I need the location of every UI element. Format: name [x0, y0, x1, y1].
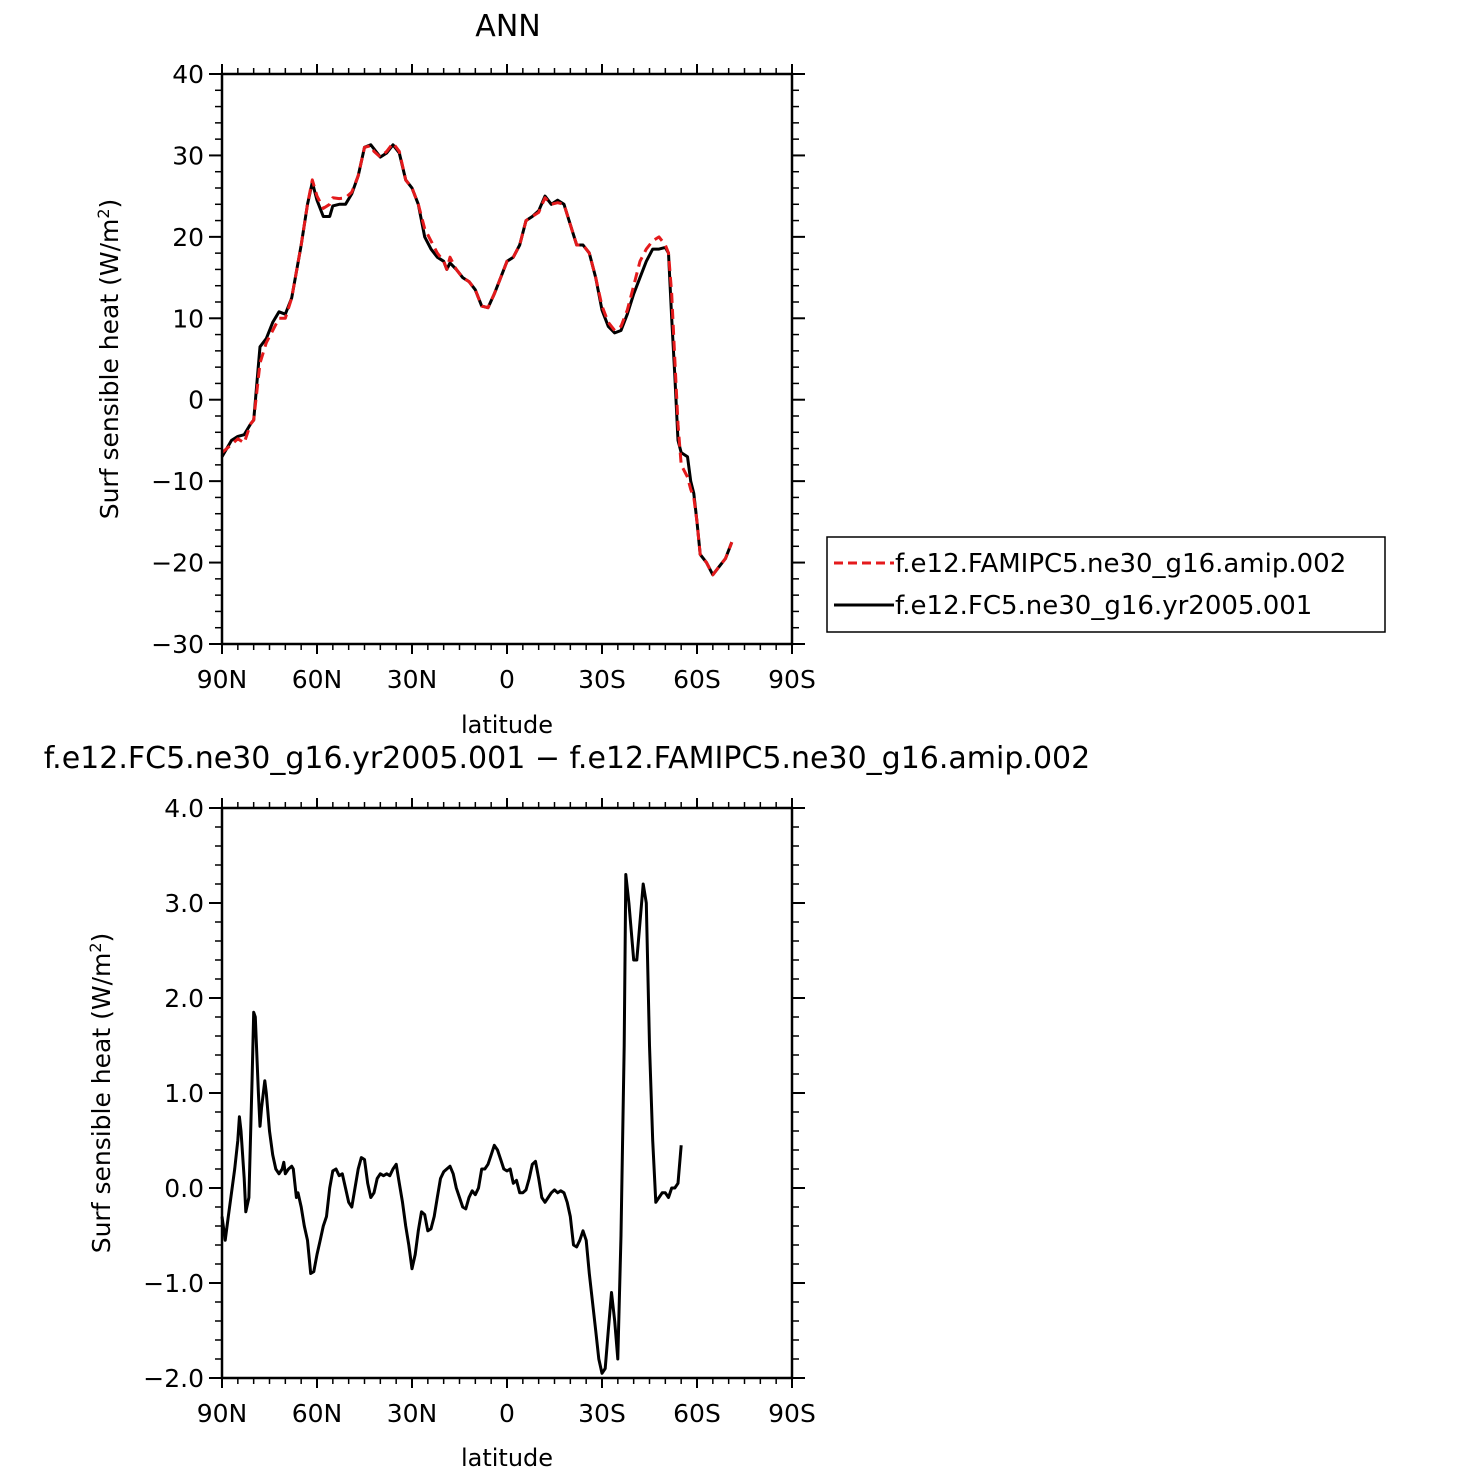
bottom-chart-title: f.e12.FC5.ne30_g16.yr2005.001 − f.e12.FA… [44, 741, 1090, 776]
bottom-series-group [220, 873, 683, 1375]
bottom-y-tick-label: 0.0 [164, 1174, 204, 1203]
legend-box [826, 536, 1386, 633]
bottom-x-tick-label: 60N [292, 1399, 343, 1428]
bottom-y-tick-label: −2.0 [143, 1364, 204, 1393]
top-x-tick-label: 30N [387, 665, 438, 694]
top-y-tick-label: 30 [172, 141, 204, 170]
bottom-x-tick-label: 60S [673, 1399, 721, 1428]
bottom-x-axis-label: latitude [461, 1444, 553, 1472]
bottom-x-tick-label: 0 [499, 1399, 515, 1428]
top-x-tick-labels: 90N 60N 30N 0 30S 60S 90S [197, 665, 816, 694]
legend: f.e12.FAMIPC5.ne30_g16.amip.002 f.e12.FC… [826, 536, 1386, 633]
top-x-axis-label: latitude [461, 711, 553, 739]
legend-label-amip: f.e12.FAMIPC5.ne30_g16.amip.002 [895, 549, 1346, 579]
bottom-x-tick-label: 90N [197, 1399, 248, 1428]
top-plot-frame [220, 72, 794, 646]
bottom-y-tick-label: 3.0 [164, 889, 204, 918]
bottom-y-axis-label: Surf sensible heat (W/m2) [86, 933, 117, 1254]
top-x-tick-label: 60N [292, 665, 343, 694]
top-tick-marks [209, 64, 805, 654]
top-x-tick-label: 90S [768, 665, 816, 694]
top-series-line-1 [221, 141, 734, 577]
top-y-tick-label: 0 [188, 386, 204, 415]
top-y-tick-label: −30 [151, 630, 204, 659]
bottom-y-tick-label: 4.0 [164, 794, 204, 823]
top-x-tick-label: 0 [499, 665, 515, 694]
bottom-panel: f.e12.FC5.ne30_g16.yr2005.001 − f.e12.FA… [44, 741, 1090, 1472]
top-y-tick-label: −10 [151, 467, 204, 496]
top-plot-area: 90N 60N 30N 0 30S 60S 90S 40 30 20 10 0 −10 −20 −30 [151, 60, 816, 694]
top-y-tick-labels: 40 30 20 10 0 −10 −20 −30 [151, 60, 204, 659]
bottom-plot-frame [220, 806, 794, 1380]
top-series-line-0 [220, 143, 734, 577]
bottom-x-tick-label: 30N [387, 1399, 438, 1428]
top-y-tick-label: 40 [172, 60, 204, 89]
bottom-y-tick-labels: 4.0 3.0 2.0 1.0 0.0 −1.0 −2.0 [143, 794, 204, 1393]
bottom-y-tick-label: 1.0 [164, 1079, 204, 1108]
top-series-group [220, 141, 734, 577]
top-panel: ANN 90N 60N 30N 0 30S 60S 90S 40 30 20 10 0 −10 −20 −… [94, 9, 1386, 739]
top-chart-title: ANN [475, 9, 540, 44]
top-x-tick-label: 60S [673, 665, 721, 694]
top-y-tick-label: −20 [151, 549, 204, 578]
bottom-x-tick-label: 30S [578, 1399, 626, 1428]
top-x-tick-label: 30S [578, 665, 626, 694]
bottom-series-line-0 [220, 873, 683, 1375]
top-y-axis-label: Surf sensible heat (W/m2) [94, 199, 125, 520]
bottom-y-tick-label: −1.0 [143, 1269, 204, 1298]
bottom-tick-marks [209, 798, 805, 1388]
top-y-tick-label: 10 [172, 304, 204, 333]
top-y-tick-label: 20 [172, 223, 204, 252]
bottom-plot-area: 90N 60N 30N 0 30S 60S 90S 4.0 3.0 2.0 1.0 0.0 −1.0 −… [143, 794, 816, 1428]
bottom-x-tick-label: 90S [768, 1399, 816, 1428]
bottom-x-tick-labels: 90N 60N 30N 0 30S 60S 90S [197, 1399, 816, 1428]
legend-label-yr2005: f.e12.FC5.ne30_g16.yr2005.001 [895, 591, 1312, 621]
top-x-tick-label: 90N [197, 665, 248, 694]
bottom-y-tick-label: 2.0 [164, 984, 204, 1013]
